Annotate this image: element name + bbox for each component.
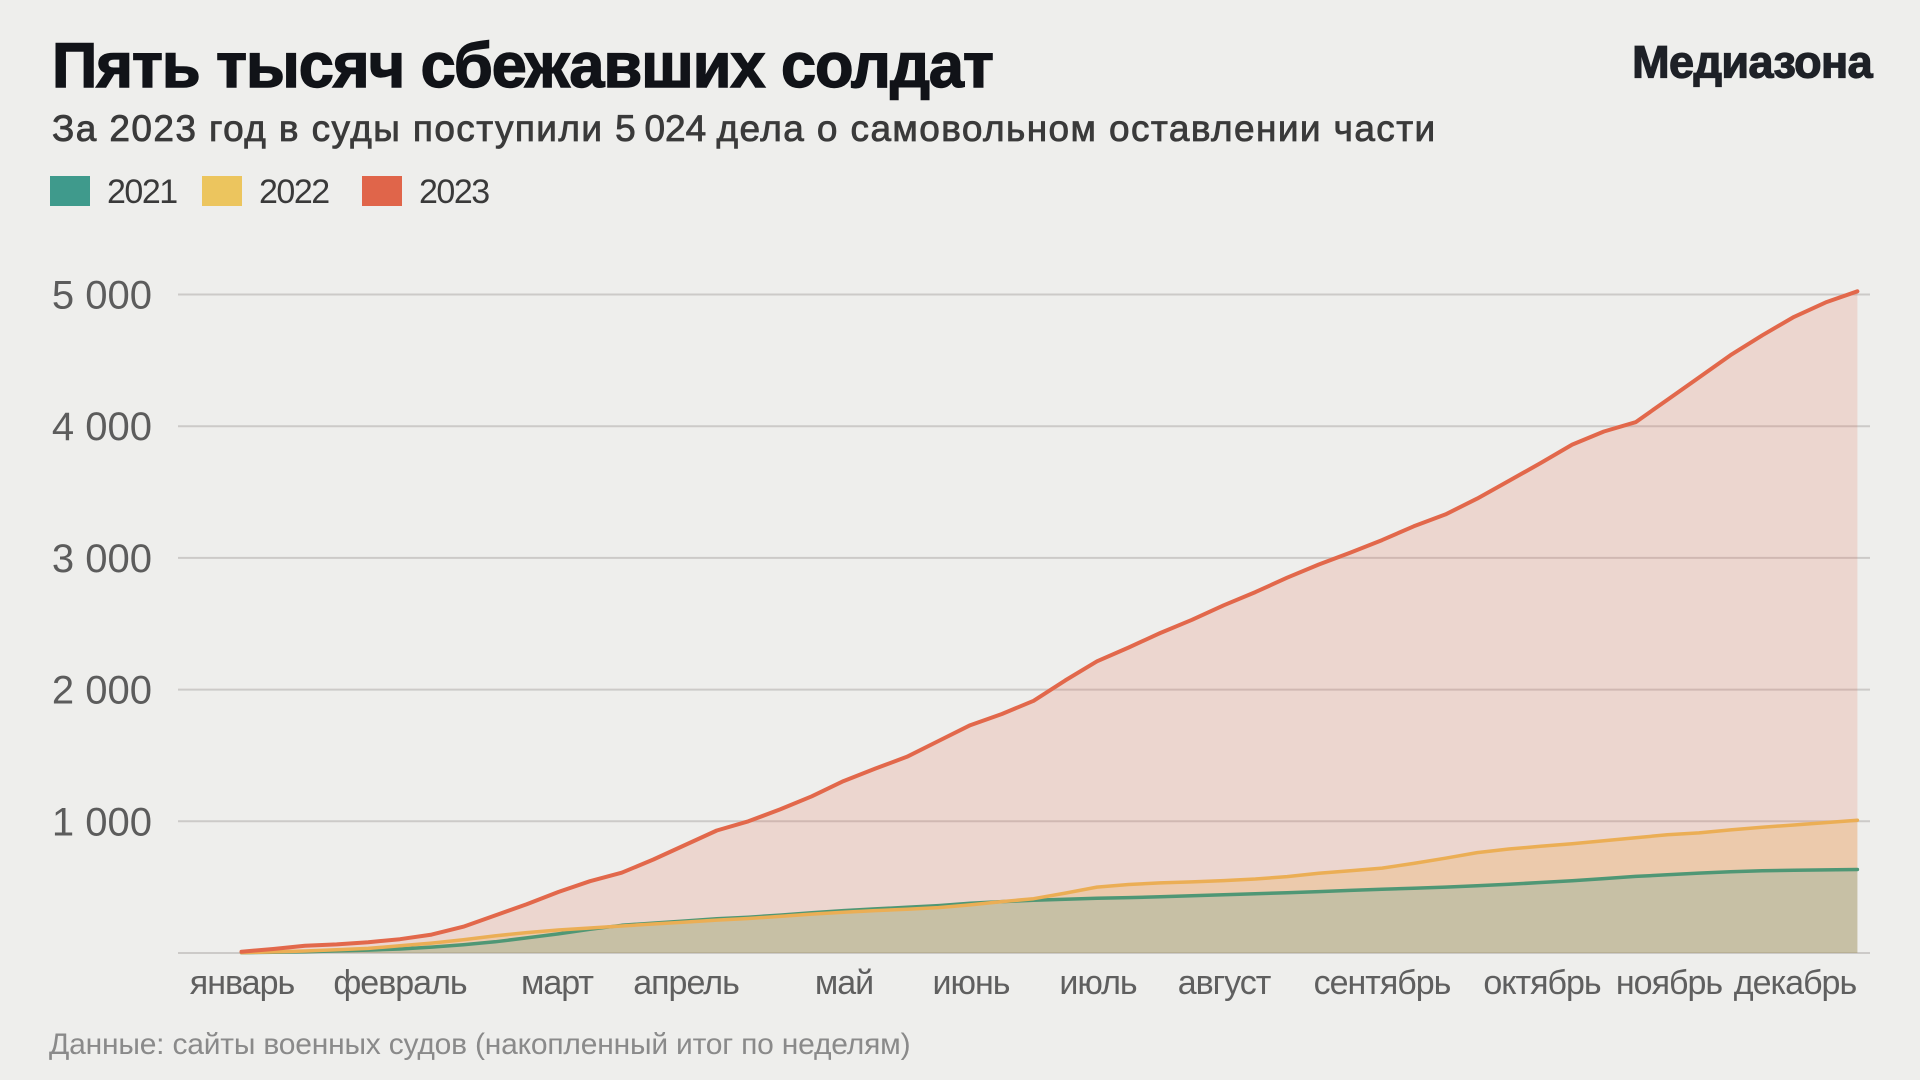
svg-text:ноябрь: ноябрь: [1616, 964, 1722, 1002]
svg-text:4 000: 4 000: [52, 405, 152, 449]
svg-text:Данные: сайты военных судов (н: Данные: сайты военных судов (накопленный…: [49, 1028, 910, 1061]
svg-text:октябрь: октябрь: [1483, 964, 1601, 1002]
svg-text:март: март: [521, 964, 593, 1002]
svg-text:апрель: апрель: [633, 964, 739, 1002]
svg-text:За 2023 год в суды поступили 5: За 2023 год в суды поступили 5 024 дела …: [52, 108, 1437, 149]
svg-text:декабрь: декабрь: [1734, 964, 1857, 1002]
svg-text:июль: июль: [1059, 964, 1137, 1002]
svg-text:2021: 2021: [107, 173, 177, 211]
svg-text:январь: январь: [190, 964, 295, 1002]
svg-text:июнь: июнь: [933, 964, 1010, 1002]
svg-text:5 000: 5 000: [52, 274, 152, 318]
svg-text:Медиазона: Медиазона: [1632, 37, 1873, 88]
svg-text:2022: 2022: [259, 173, 329, 211]
svg-text:2 000: 2 000: [52, 669, 152, 713]
svg-text:Пять тысяч сбежавших солдат: Пять тысяч сбежавших солдат: [52, 31, 993, 101]
svg-text:сентябрь: сентябрь: [1314, 964, 1451, 1002]
svg-text:3 000: 3 000: [52, 537, 152, 581]
svg-text:май: май: [815, 964, 873, 1002]
svg-text:август: август: [1178, 964, 1271, 1002]
svg-text:2023: 2023: [419, 173, 489, 211]
svg-text:1 000: 1 000: [52, 800, 152, 844]
svg-text:февраль: февраль: [333, 964, 467, 1002]
